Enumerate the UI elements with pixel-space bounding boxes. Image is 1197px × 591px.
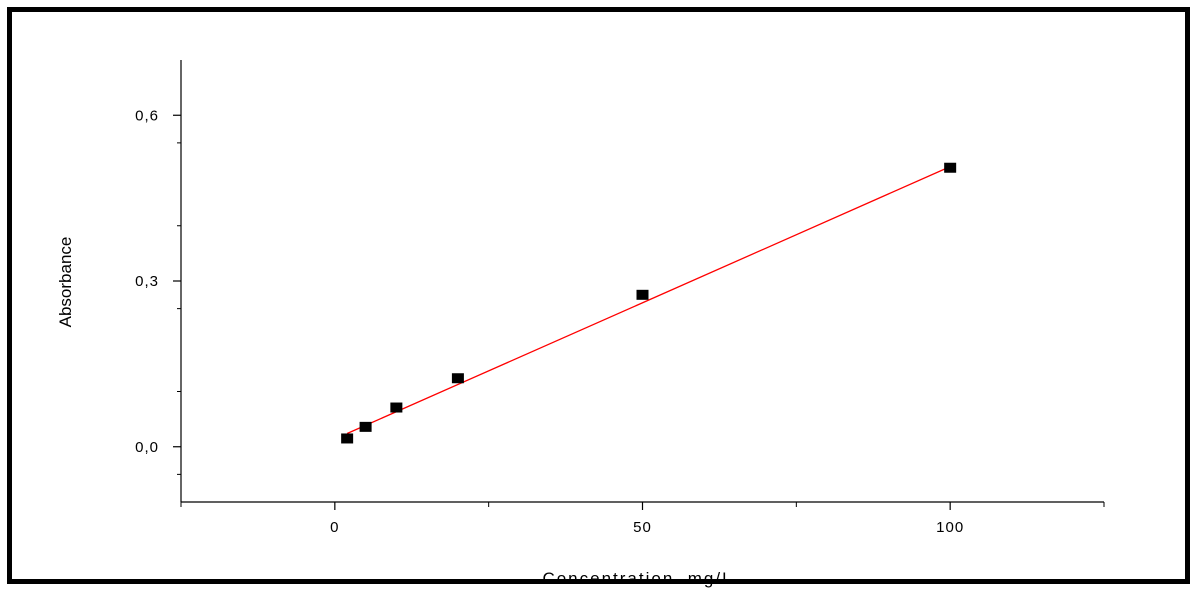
x-tick-label: 50 xyxy=(633,519,652,536)
data-point xyxy=(390,402,403,413)
y-axis-ticks: 0,0 0,3 0,6 xyxy=(135,107,181,475)
fit-line xyxy=(346,166,951,435)
data-point xyxy=(944,162,957,173)
data-points-layer xyxy=(341,162,957,444)
x-axis-ticks: 0 50 100 xyxy=(180,502,1105,536)
y-tick-label: 0,0 xyxy=(135,439,159,456)
chart-frame xyxy=(7,7,1190,584)
fit-line-layer xyxy=(346,166,951,435)
x-tick-label: 100 xyxy=(936,519,964,536)
data-point xyxy=(451,373,464,384)
y-tick-label: 0,3 xyxy=(135,273,159,290)
data-point xyxy=(636,289,649,300)
x-axis-label: Concentration mg/L xyxy=(542,569,733,588)
data-point xyxy=(359,421,372,432)
x-tick-label: 0 xyxy=(330,519,339,536)
y-tick-label: 0,6 xyxy=(135,107,159,124)
y-axis-label: Absorbance xyxy=(56,237,75,328)
data-point xyxy=(341,433,354,444)
